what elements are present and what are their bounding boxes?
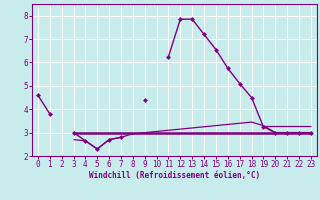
X-axis label: Windchill (Refroidissement éolien,°C): Windchill (Refroidissement éolien,°C)	[89, 171, 260, 180]
